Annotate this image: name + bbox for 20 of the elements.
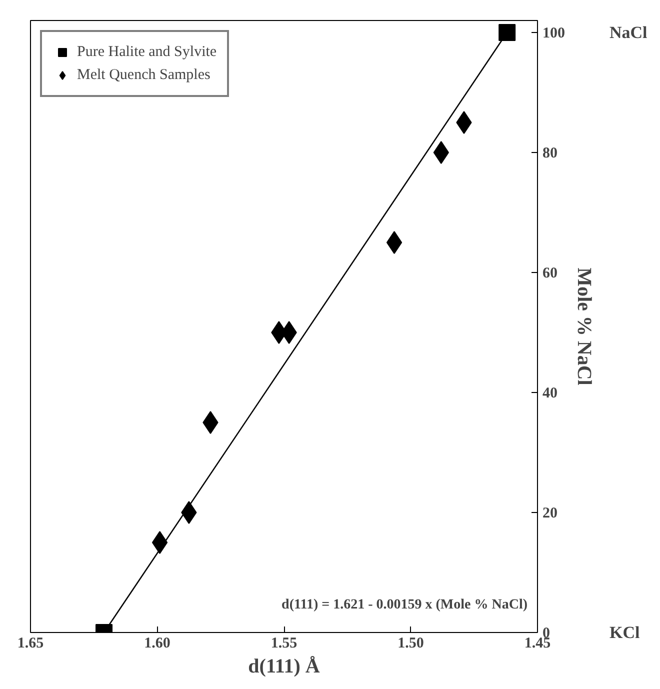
point	[152, 531, 168, 554]
x-tick-label: 1.60	[144, 636, 170, 652]
x-tick-label: 1.65	[17, 636, 44, 652]
point	[498, 24, 516, 41]
legend-label: Pure Halite and Sylvite	[77, 44, 217, 60]
y2-tick-label: 80	[542, 146, 558, 162]
point	[386, 231, 402, 254]
y2-tick-label: 40	[542, 386, 558, 402]
annotation: d(111) = 1.621 - 0.00159 x (Mole % NaCl)	[282, 598, 528, 612]
x-tick-label: 1.50	[398, 636, 424, 652]
x-tick-label: 1.55	[270, 636, 298, 652]
text: NaCl	[610, 23, 648, 42]
y2-tick-label: 100	[542, 26, 565, 42]
y2-tick-label: 20	[542, 506, 558, 522]
point	[433, 141, 450, 164]
x-axis-title: d(111) Å	[248, 656, 320, 678]
y2-axis-title: Mole % NaCl	[573, 268, 595, 386]
text: KCl	[610, 623, 640, 642]
y2-tick-label: 60	[542, 266, 558, 282]
legend-label: Melt Quench Samples	[77, 66, 210, 84]
